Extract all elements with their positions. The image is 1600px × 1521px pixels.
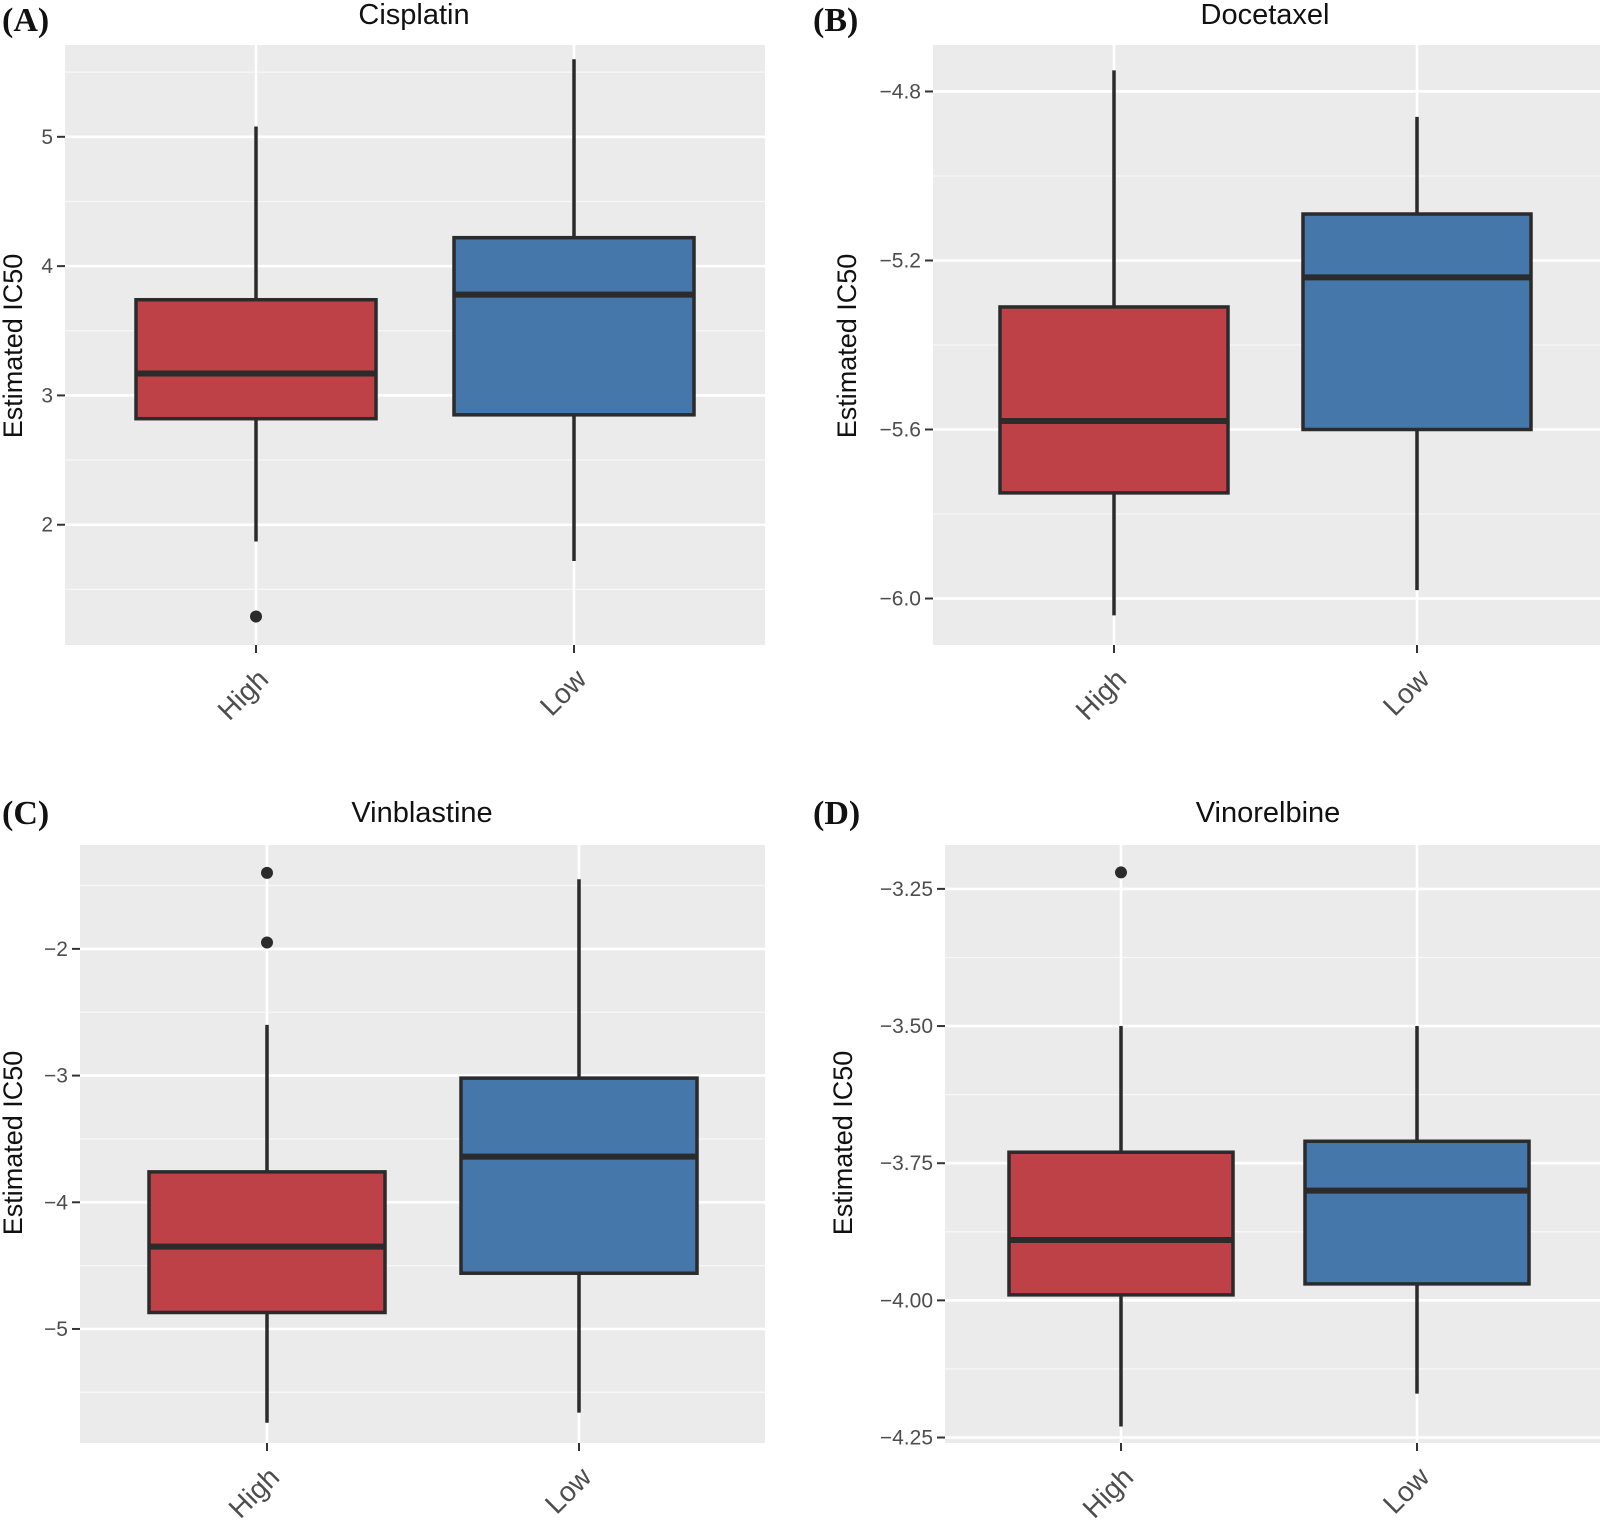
outlier-point [1115, 866, 1127, 879]
outlier-point [261, 936, 273, 949]
box-high [1007, 866, 1235, 1427]
panel-title: Vinblastine [351, 797, 492, 829]
y-tick-label: −2 [44, 938, 68, 961]
outlier-point [250, 610, 262, 623]
panel-label: (B) [813, 2, 858, 39]
panel-label: (C) [2, 795, 49, 832]
interquartile-box [147, 1170, 387, 1315]
interquartile-box [134, 297, 378, 421]
box-low [452, 59, 696, 561]
y-tick-label: −4.8 [880, 80, 921, 103]
y-tick-label: −3 [44, 1065, 68, 1088]
box-high [147, 866, 387, 1423]
box-low [1303, 1026, 1531, 1394]
panel-title: Docetaxel [1201, 0, 1330, 31]
y-axis-label: Estimated IC50 [832, 254, 862, 439]
y-tick-label: 4 [41, 255, 53, 278]
interquartile-box [459, 1076, 699, 1275]
interquartile-box [1301, 212, 1533, 432]
interquartile-box [1303, 1139, 1531, 1286]
box-high [998, 70, 1230, 616]
y-tick-label: 5 [41, 126, 53, 149]
interquartile-box [452, 235, 696, 417]
box-low [459, 879, 699, 1413]
y-tick-label: −4 [44, 1191, 68, 1214]
y-tick-label: −5.2 [880, 249, 921, 272]
interquartile-box [998, 305, 1230, 495]
panel-label: (A) [2, 2, 49, 39]
box-low [1301, 116, 1533, 591]
y-tick-label: −5.6 [880, 419, 921, 442]
box-high [134, 126, 378, 623]
y-axis-label: Estimated IC50 [0, 1051, 28, 1236]
y-tick-label: −4.00 [880, 1289, 933, 1312]
y-tick-label: −3.75 [880, 1152, 933, 1175]
y-tick-label: −4.25 [880, 1427, 933, 1450]
panel-label: (D) [813, 795, 860, 832]
y-tick-label: 3 [41, 384, 53, 407]
interquartile-box [1007, 1150, 1235, 1297]
y-tick-label: −6.0 [880, 588, 921, 611]
outlier-point [261, 866, 273, 879]
panel-title: Vinorelbine [1196, 797, 1341, 829]
panel-title: Cisplatin [358, 0, 469, 31]
y-tick-label: −3.25 [880, 878, 933, 901]
y-tick-label: −3.50 [880, 1015, 933, 1038]
y-axis-label: Estimated IC50 [828, 1051, 858, 1236]
y-axis-label: Estimated IC50 [0, 254, 28, 439]
y-tick-label: 2 [41, 514, 53, 537]
y-tick-label: −5 [44, 1318, 68, 1341]
